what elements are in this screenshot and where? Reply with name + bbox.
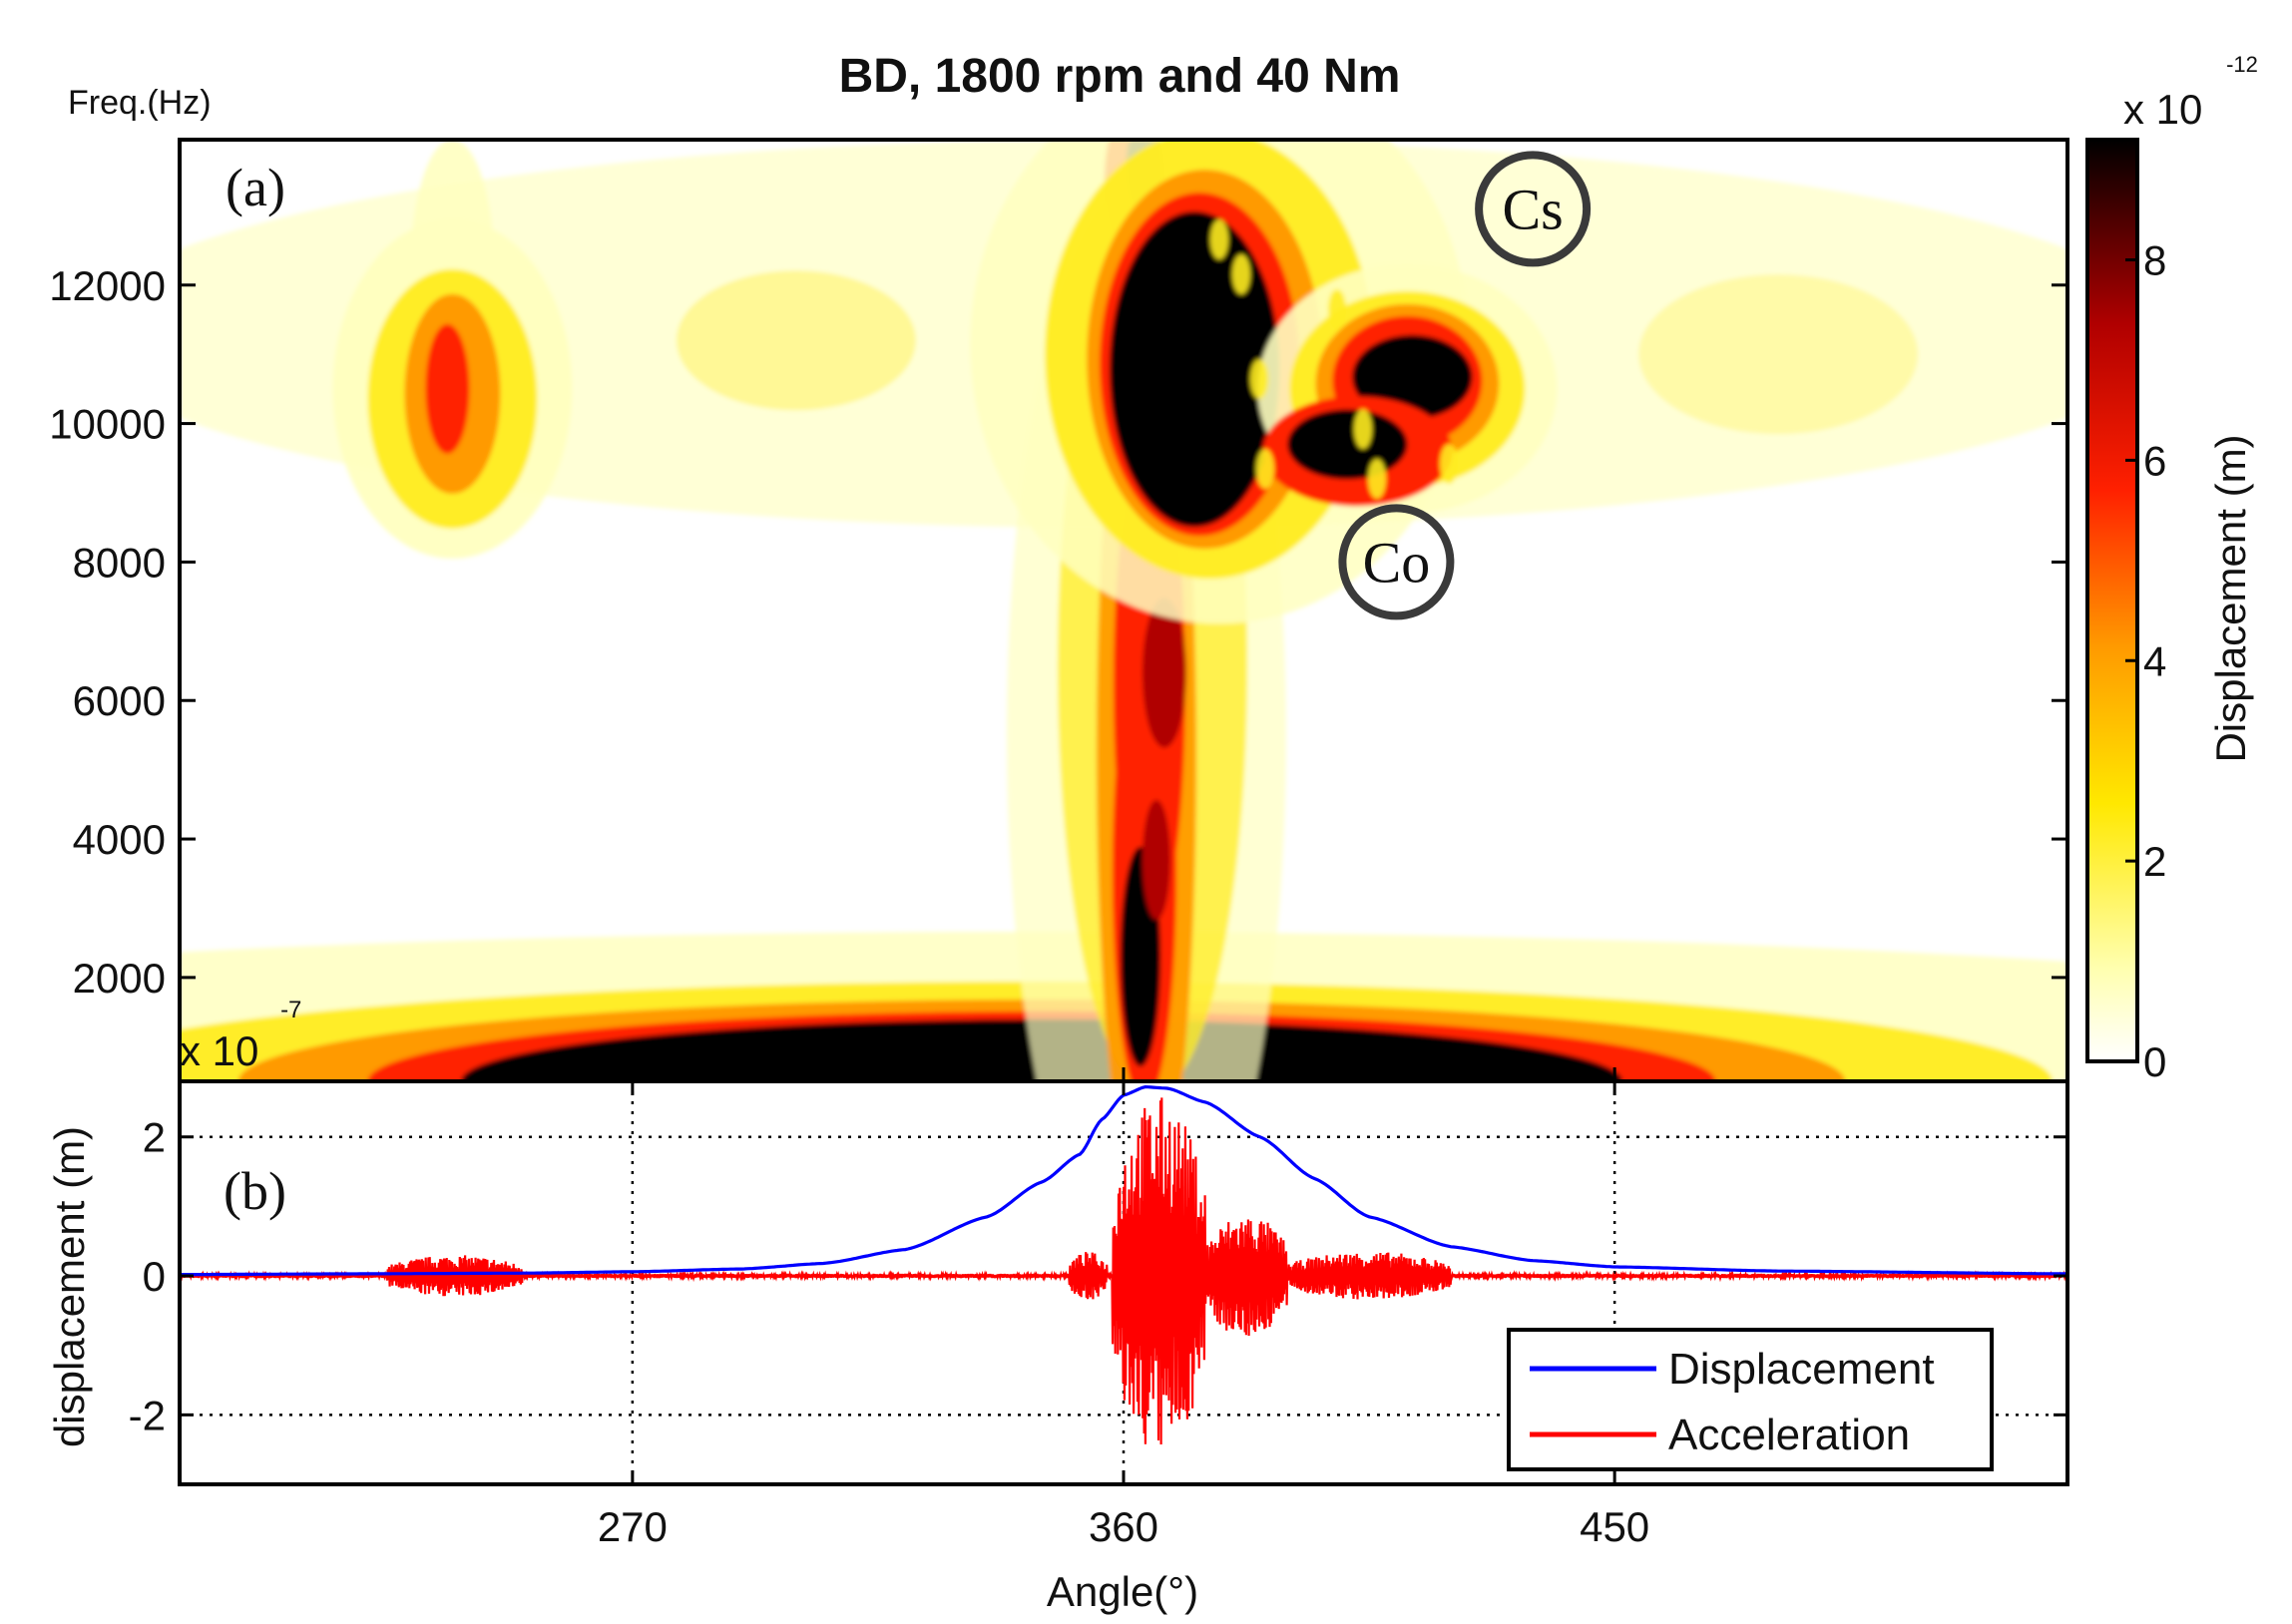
colorbar-ticks: 0 2 4 6 8 (2125, 237, 2166, 1085)
colorbar-multiplier-exponent: -12 (2226, 52, 2258, 77)
legend-displacement-label: Displacement (1668, 1345, 1935, 1394)
heatmap (180, 140, 2067, 1081)
annotation-cs: Cs (1475, 151, 1592, 267)
annotation-co-circle (1338, 504, 1455, 620)
spot-6 (1368, 459, 1386, 499)
colorbar-multiplier-base: x 10 (2123, 86, 2202, 133)
panel-label-b: (b) (224, 1161, 286, 1221)
colorbar (2085, 138, 2139, 1063)
spot-3 (1210, 219, 1228, 259)
legend-box (1507, 1328, 1994, 1471)
chart-title: BD, 1800 rpm and 40 Nm (839, 50, 1401, 103)
line-plot-ticks: 270 360 450 -2 0 2 (129, 1067, 2067, 1550)
heatmap-ytick-label: 6000 (73, 677, 166, 724)
heatmap-ytick-label: 12000 (49, 262, 166, 309)
spot-4 (1328, 289, 1346, 329)
y-axis-label-freq: Freq.(Hz) (68, 84, 212, 122)
colorbar-tick-label: 4 (2143, 637, 2166, 684)
right-arm-core (1352, 334, 1473, 419)
spot-2 (1256, 449, 1274, 489)
heatmap-ytick-label: 2000 (73, 955, 166, 1002)
y-axis-label-displacement: displacement (m) (46, 1126, 93, 1447)
spot-5 (1354, 409, 1372, 449)
legend-acceleration-label: Acceleration (1668, 1411, 1910, 1459)
colorbar-tick-label: 6 (2143, 437, 2166, 484)
stripe-core-mid (1142, 799, 1170, 920)
spot-7 (1440, 444, 1458, 484)
colorbar-tick-label: 2 (2143, 838, 2166, 885)
xtick-label: 270 (598, 1503, 668, 1550)
spot-1 (1250, 359, 1268, 399)
xtick-label: 450 (1580, 1503, 1649, 1550)
bridge-core (1287, 409, 1408, 480)
heatmap-ytick-label: 8000 (73, 539, 166, 586)
ytick-label: 2 (143, 1114, 166, 1161)
ytick-label: -2 (129, 1392, 166, 1438)
colorbar-tick-label: 8 (2143, 237, 2166, 284)
colorbar-label: Displacement (m) (2207, 434, 2254, 762)
colorbar-multiplier: x 10 -12 (2123, 52, 2258, 133)
acceleration-series (180, 1097, 2067, 1445)
annotation-cs-circle (1475, 151, 1592, 267)
line-plot-multiplier-base: x 10 (180, 1027, 258, 1074)
hf-faint-yellow-2 (1638, 274, 1919, 435)
spot-0 (1232, 254, 1250, 294)
heatmap-ytick-label: 10000 (49, 401, 166, 448)
panel-label-a: (a) (226, 158, 285, 217)
annotation-co-text: Co (1363, 530, 1431, 595)
annotation-co: Co (1338, 504, 1455, 620)
stripe-dark-node (1142, 598, 1186, 748)
line-plot-multiplier: x 10 -7 (180, 997, 301, 1074)
legend: Displacement Acceleration (1507, 1328, 1994, 1471)
heatmap-ytick-label: 4000 (73, 816, 166, 863)
left-blob-red (425, 323, 470, 454)
heatmap-y-ticks: 2000 4000 6000 8000 10000 12000 (49, 262, 2067, 1002)
line-plot-multiplier-exponent: -7 (280, 997, 301, 1023)
hf-faint-yellow-1 (676, 270, 916, 411)
colorbar-tick-label: 0 (2143, 1038, 2166, 1085)
x-axis-label-angle: Angle(°) (1047, 1568, 1198, 1615)
annotation-cs-text: Cs (1502, 177, 1563, 241)
xtick-label: 360 (1089, 1503, 1158, 1550)
ytick-label: 0 (143, 1253, 166, 1300)
